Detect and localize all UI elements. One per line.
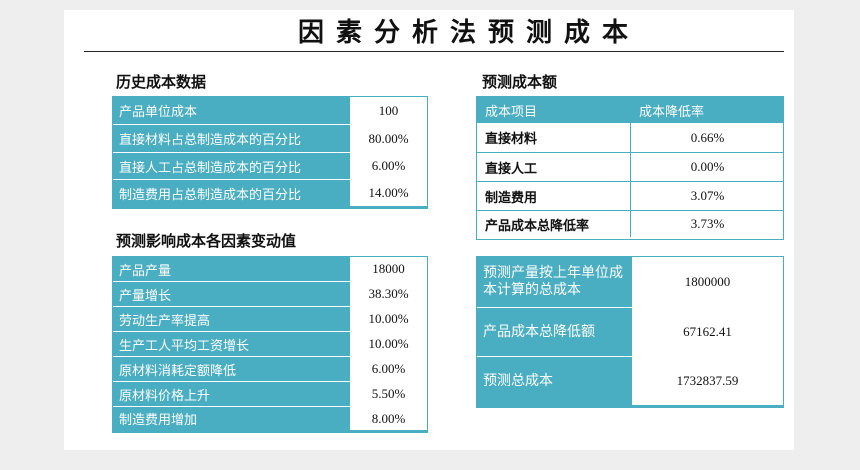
history-section-title: 历史成本数据 (116, 73, 207, 91)
table-row: 直接人工 0.00% (477, 153, 783, 181)
table-row: 产品成本总降低率 3.73% (477, 211, 783, 237)
row-divider (113, 306, 427, 307)
table-row: 直接材料 0.66% (477, 123, 783, 152)
totals-table: 预测产量按上年单位成本计算的总成本 1800000 产品成本总降低额 67162… (476, 256, 784, 408)
row-label: 原材料价格上升 (119, 388, 211, 404)
row-divider (477, 181, 783, 182)
row-value: 1732837.59 (632, 357, 783, 405)
row-label: 产品产量 (119, 263, 172, 279)
row-label: 产品成本总降低额 (483, 323, 595, 340)
table-row: 制造费用增加 8.00% (113, 407, 427, 430)
table-row: 产量增长 38.30% (113, 282, 427, 306)
table-row: 产品成本总降低额 67162.41 (477, 308, 783, 356)
table-row: 原材料价格上升 5.50% (113, 382, 427, 406)
row-value: 3.07% (690, 188, 725, 203)
row-value: 1800000 (632, 257, 783, 307)
row-divider (113, 381, 427, 382)
row-value: 10.00% (350, 332, 427, 356)
row-divider (477, 152, 783, 153)
row-divider (113, 281, 427, 282)
row-value: 10.00% (350, 307, 427, 331)
row-label: 劳动生产率提高 (119, 313, 211, 329)
table-header: 成本项目 成本降低率 (477, 97, 783, 123)
row-value: 3.73% (690, 216, 725, 231)
row-label: 预测总成本 (483, 372, 553, 389)
row-label: 直接人工 (477, 153, 631, 181)
row-value: 0.00% (690, 159, 725, 174)
row-label: 直接材料占总制造成本的百分比 (119, 133, 302, 148)
row-value: 14.00% (350, 180, 427, 206)
row-divider (113, 331, 427, 332)
title-underline (84, 51, 784, 52)
row-divider (477, 210, 783, 211)
table-row: 直接人工占总制造成本的百分比 6.00% (113, 153, 427, 179)
row-label: 预测产量按上年单位成本计算的总成本 (483, 265, 623, 298)
row-divider (477, 356, 783, 357)
table-row: 预测产量按上年单位成本计算的总成本 1800000 (477, 257, 783, 307)
page-title: 因素分析法预测成本 (297, 18, 640, 48)
table-row: 产品单位成本 100 (113, 97, 427, 124)
table-row: 生产工人平均工资增长 10.00% (113, 332, 427, 356)
row-label: 直接人工占总制造成本的百分比 (119, 160, 302, 176)
row-value: 100 (350, 97, 427, 124)
row-divider (113, 179, 427, 180)
row-divider (113, 152, 427, 153)
row-value: 6.00% (350, 357, 427, 381)
table-row: 制造费用 3.07% (477, 182, 783, 210)
row-value: 80.00% (350, 125, 427, 152)
row-divider (113, 406, 427, 407)
table-row: 原材料消耗定额降低 6.00% (113, 357, 427, 381)
row-value: 18000 (350, 257, 427, 281)
table-row: 制造费用占总制造成本的百分比 14.00% (113, 180, 427, 206)
table-row: 预测总成本 1732837.59 (477, 357, 783, 405)
factors-section-title: 预测影响成本各因素变动值 (116, 232, 297, 250)
factors-table: 产品产量 18000 产量增长 38.30% 劳动生产率提高 10.00% 生产… (112, 256, 428, 433)
row-label: 原材料消耗定额降低 (119, 363, 237, 379)
worksheet: 因素分析法预测成本 历史成本数据 产品单位成本 100 直接材料占总制造成本的百… (64, 10, 794, 450)
row-value: 8.00% (350, 407, 427, 430)
row-value: 6.00% (350, 153, 427, 179)
row-label: 产品单位成本 (119, 105, 198, 120)
row-value: 0.66% (690, 129, 725, 145)
header-rate: 成本降低率 (639, 104, 705, 120)
forecast-table: 成本项目 成本降低率 直接材料 0.66% 直接人工 0.00% 制造费用 3.… (476, 96, 784, 240)
table-row: 直接材料占总制造成本的百分比 80.00% (113, 125, 427, 152)
row-divider (113, 124, 427, 125)
table-row: 产品产量 18000 (113, 257, 427, 281)
row-label: 生产工人平均工资增长 (119, 338, 250, 354)
row-divider (113, 356, 427, 357)
row-label: 产品成本总降低率 (477, 211, 631, 237)
row-value: 67162.41 (632, 308, 783, 356)
forecast-section-title: 预测成本额 (482, 73, 558, 91)
row-label: 制造费用增加 (119, 413, 198, 428)
history-table: 产品单位成本 100 直接材料占总制造成本的百分比 80.00% 直接人工占总制… (112, 96, 428, 209)
table-row: 劳动生产率提高 10.00% (113, 307, 427, 331)
row-label: 制造费用 (477, 182, 631, 210)
row-label: 制造费用占总制造成本的百分比 (119, 187, 302, 203)
row-value: 5.50% (350, 382, 427, 406)
row-divider (477, 307, 783, 308)
row-value: 38.30% (350, 282, 427, 306)
header-item: 成本项目 (485, 104, 538, 120)
row-label: 产量增长 (119, 288, 172, 304)
row-label: 直接材料 (477, 123, 631, 152)
